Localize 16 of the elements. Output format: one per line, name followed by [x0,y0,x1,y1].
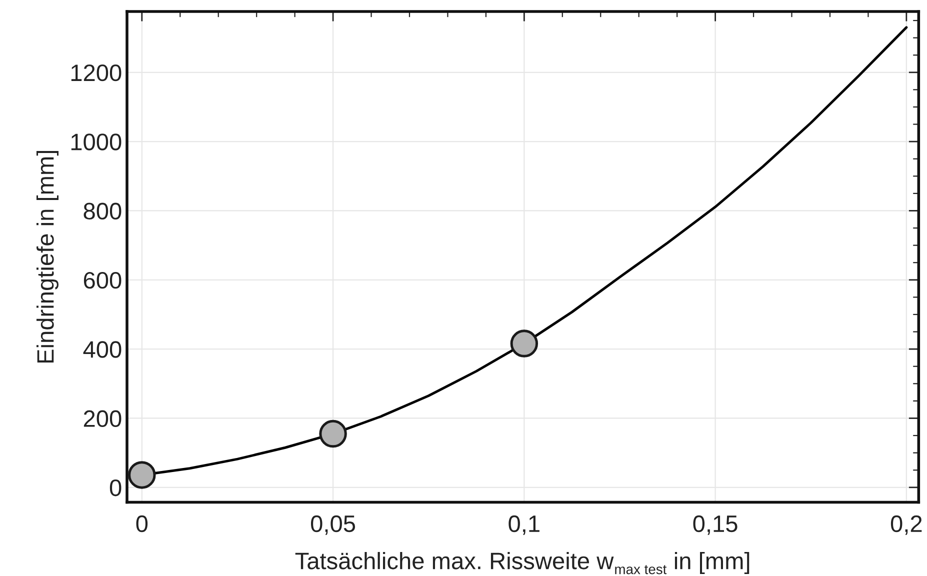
y-tick-label: 600 [84,272,122,289]
y-axis-title: Eindringtiefe in [mm] [36,150,59,363]
x-tick-label: 0,1 [508,515,540,535]
point [128,461,156,489]
y-tick-label: 400 [83,341,122,358]
x-tick-label: 0,15 [693,515,738,535]
y-tick-label: 1200 [71,64,122,82]
y-tick-label: 1000 [71,134,122,150]
x-tick-label: 0,2 [890,515,922,535]
x-tick-label: 0,05 [310,515,356,535]
point [510,330,538,358]
y-tick-label: 800 [84,202,122,220]
point [319,420,347,448]
y-tick-label: 200 [84,410,122,428]
x-tick-label: 0 [136,515,148,532]
y-tick-label: 0 [110,479,122,496]
